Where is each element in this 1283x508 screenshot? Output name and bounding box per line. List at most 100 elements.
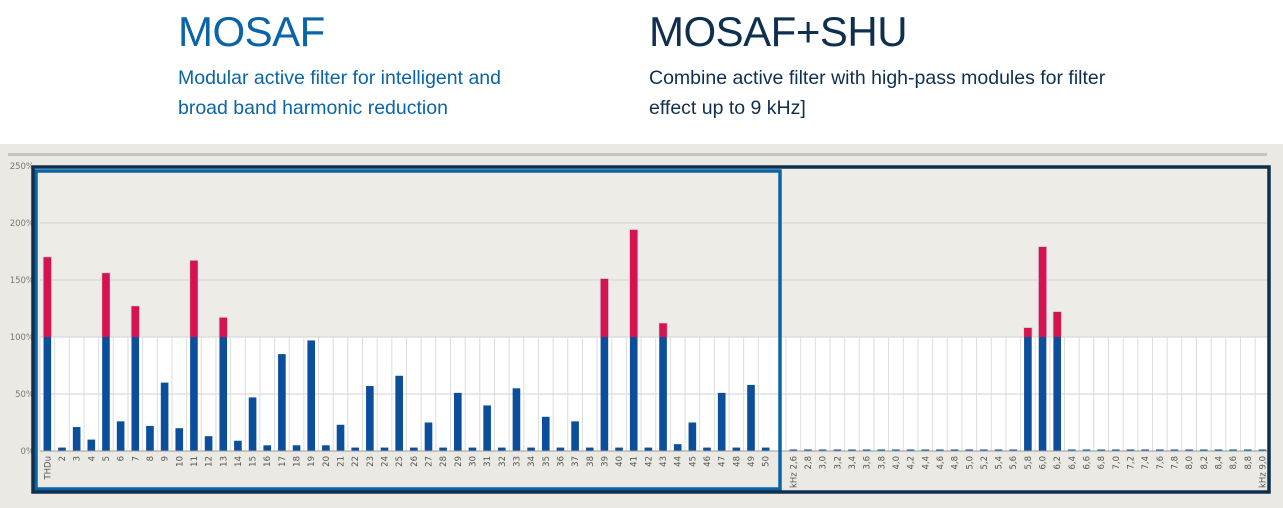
harmonic-x-tick-label: 45 [688,456,698,467]
harmonic-bar-base [336,424,345,451]
frequency-bar-base [804,449,812,451]
harmonic-x-tick-label: 16 [263,456,273,467]
y-tick-label: 150% [10,276,34,286]
frequency-bar-base [1082,449,1091,451]
harmonic-x-tick-label: 22 [351,456,361,467]
harmonic-bar-base [307,340,316,451]
y-tick-label: 0% [21,447,35,457]
y-tick-label: 50% [15,390,34,400]
frequency-x-tick-label: 6,8 [1097,456,1107,470]
frequency-x-tick-label: 5,0 [965,456,975,470]
harmonic-x-tick-label: 26 [410,456,420,467]
harmonic-x-tick-label: 24 [381,456,391,467]
harmonic-x-tick-label: 10 [175,456,185,467]
harmonic-bar-base [292,445,301,451]
harmonic-x-tick-label: 47 [718,456,728,467]
harmonic-bar-excess [102,273,110,337]
frequency-bar-base [1097,449,1106,451]
frequency-x-tick-label: 6,0 [1039,456,1049,470]
harmonic-bar-base [497,447,506,451]
frequency-x-tick-label: 5,4 [995,456,1005,470]
harmonic-bar-base [732,447,741,451]
frequency-x-tick-label: 3,6 [863,456,873,470]
harmonic-bar-base [527,447,535,451]
frequency-bar-base [1156,449,1164,451]
harmonic-bar-base [703,447,711,451]
harmonic-bar-base [395,375,403,451]
frequency-x-tick-label: 8,6 [1229,456,1239,470]
harmonic-bar-excess [131,306,140,337]
harmonic-x-tick-label: 8 [146,456,156,461]
harmonic-bar-base [351,447,360,451]
frequency-bar-base [862,449,871,451]
frequency-x-tick-label: 5,2 [980,456,990,470]
y-tick-label: 200% [10,219,34,229]
frequency-x-tick-label: 8,2 [1200,456,1210,470]
frequency-x-tick-label: kHz 2,6 [789,456,799,488]
harmonic-x-tick-label: 19 [307,456,317,467]
harmonic-x-tick-label: 37 [571,456,581,467]
harmonic-bar-base [146,425,154,451]
harmonic-bar-base [87,439,96,451]
frequency-bar-base [1258,449,1267,451]
harmonic-x-tick-label: 29 [454,456,464,467]
harmonic-bar-base [263,445,272,451]
frequency-bar-base [1141,449,1149,451]
frequency-x-tick-label: 3,8 [877,456,887,470]
frequency-bar-base [833,449,842,451]
frequency-bar-base [1112,449,1120,451]
frequency-x-tick-label: 8,8 [1244,456,1254,470]
harmonic-x-tick-label: 6 [117,456,127,461]
harmonic-x-tick-label: 35 [542,456,552,467]
harmonic-bar-base [410,447,418,451]
frequency-bar-base [1024,337,1032,451]
frequency-bar-base [789,449,798,451]
harmonic-bar-base [43,337,52,451]
harmonic-bar-base [483,405,491,451]
frequency-x-tick-label: 8,0 [1185,456,1195,470]
harmonic-bar-base [234,440,242,451]
harmonic-x-tick-label: 49 [747,456,757,467]
mosaf-description-line-1: Modular active filter for intelligent an… [178,67,501,89]
harmonic-bar-base [116,421,125,451]
plot-area-upper [40,166,1270,337]
frequency-bar-base [1053,337,1062,451]
mosaf-frame [34,169,782,491]
frequency-bar-base [1214,449,1223,451]
harmonic-bar-excess [600,278,609,337]
harmonic-x-tick-label: 25 [395,456,405,467]
harmonic-x-tick-label: 38 [586,456,596,467]
harmonic-x-tick-label: 27 [424,456,434,467]
frequency-x-tick-label: 3,2 [833,456,843,470]
harmonic-bar-base [747,384,755,451]
harmonic-x-tick-label: 23 [366,456,376,467]
frequency-bar-base [1170,449,1179,451]
harmonic-x-tick-label: 50 [762,456,772,467]
frequency-x-tick-label: 3,4 [848,456,858,470]
harmonic-bar-base [541,416,550,451]
harmonic-bar-base [556,447,565,451]
frequency-bar-base [1038,337,1047,451]
harmonic-bar-base [58,447,66,451]
harmonic-x-tick-label: 7 [131,456,141,461]
frequency-bar-base [980,449,988,451]
harmonic-x-tick-label: 15 [249,456,259,467]
harmonic-bar-base [102,337,110,451]
frequency-bar-base [936,449,944,451]
harmonic-bar-base [468,447,477,451]
mosaf-shu-title: MOSAF+SHU [649,8,908,55]
mosaf-description-line-2: broad band harmonic reduction [178,97,448,119]
frequency-x-tick-label: 5,6 [1009,456,1019,470]
frequency-x-tick-label: 6,4 [1068,456,1078,470]
harmonic-bar-base [175,428,184,451]
harmonic-x-tick-label: 17 [278,456,288,467]
harmonic-x-tick-label: 41 [630,456,640,467]
harmonic-x-tick-label: 31 [483,456,493,467]
harmonic-bar-excess [190,260,198,337]
harmonic-bar-base [366,386,374,451]
frequency-x-tick-label: 5,8 [1024,456,1034,470]
harmonic-x-tick-label: 9 [161,456,171,461]
harmonic-chart-area: 0% 50% 100% 150% 200% 250% THDu 2 3 4 5 6 7 8 9 10 11 12 1… [0,144,1283,508]
harmonic-x-tick-label: 3 [73,456,83,461]
harmonic-x-tick-label: 36 [556,456,566,467]
